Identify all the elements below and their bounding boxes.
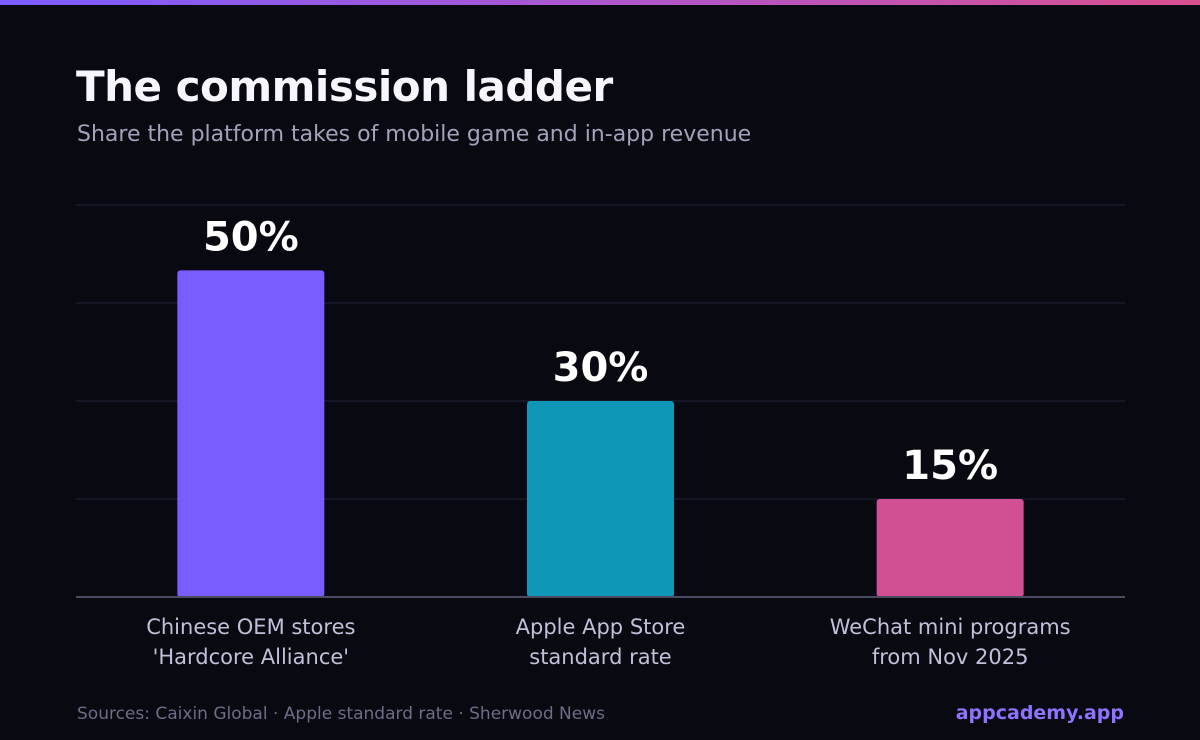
bar	[876, 499, 1024, 597]
value-label: 50%	[203, 214, 299, 260]
category-label: 'Hardcore Alliance'	[153, 645, 349, 669]
brand-link[interactable]: appcademy.app	[955, 702, 1124, 724]
category-label: WeChat mini programs	[830, 615, 1071, 639]
chart-title: The commission ladder	[76, 62, 613, 111]
chart-subtitle: Share the platform takes of mobile game …	[77, 122, 752, 147]
sources-note: Sources: Caixin Global · Apple standard …	[77, 704, 605, 724]
value-label: 30%	[553, 345, 649, 391]
top-accent-bar	[0, 0, 1200, 5]
category-label: from Nov 2025	[872, 645, 1029, 669]
category-label: Apple App Store	[516, 615, 686, 639]
bar-chart: 50% Chinese OEM stores 'Hardcore Alliance'…	[76, 204, 1125, 669]
category-label: standard rate	[529, 645, 671, 669]
bar	[527, 401, 674, 597]
category-label: Chinese OEM stores	[146, 615, 355, 639]
bar	[177, 270, 325, 597]
value-label: 15%	[902, 443, 998, 489]
